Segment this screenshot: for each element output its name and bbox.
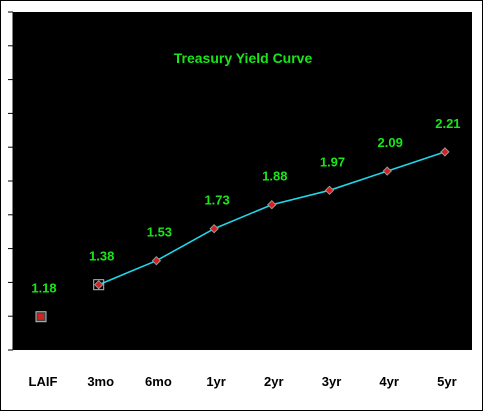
data-label-5yr: 2.21 — [435, 116, 460, 131]
data-labels: 1.18 1.38 1.53 1.73 1.88 1.97 2.09 2.21 — [31, 116, 460, 296]
data-point-2yr — [267, 199, 277, 210]
x-tick-label-3yr: 3yr — [322, 374, 342, 389]
plot-area — [13, 12, 472, 350]
x-axis-tick-labels: LAIF 3mo 6mo 1yr 2yr 3yr 4yr 5yr — [29, 374, 457, 389]
data-point-5yr — [440, 147, 450, 157]
x-tick-label-6mo: 6mo — [145, 374, 172, 389]
data-label-laif: 1.18 — [31, 281, 56, 296]
data-label-1yr: 1.73 — [204, 193, 229, 208]
y-axis — [8, 11, 14, 351]
x-tick-label-2yr: 2yr — [264, 374, 284, 389]
x-tick-label-4yr: 4yr — [379, 374, 399, 389]
data-label-4yr: 2.09 — [378, 135, 403, 150]
data-point-3mo-frame — [93, 279, 105, 291]
data-point-6mo — [151, 255, 162, 266]
x-tick-label-5yr: 5yr — [437, 374, 457, 389]
data-label-3mo: 1.38 — [89, 249, 114, 264]
x-tick-label-3mo: 3mo — [87, 374, 114, 389]
data-label-2yr: 1.88 — [262, 169, 287, 184]
data-point-3yr — [324, 185, 335, 196]
data-label-6mo: 1.53 — [147, 225, 172, 240]
data-point-1yr — [209, 223, 219, 234]
chart-title: Treasury Yield Curve — [174, 50, 313, 66]
x-tick-label-1yr: 1yr — [206, 374, 226, 389]
data-point-3mo — [93, 279, 104, 290]
x-tick-label-laif: LAIF — [29, 374, 58, 389]
data-point-4yr — [382, 166, 392, 176]
data-label-3yr: 1.97 — [320, 154, 345, 169]
data-point-laif — [38, 313, 44, 320]
series-layer — [35, 147, 450, 323]
